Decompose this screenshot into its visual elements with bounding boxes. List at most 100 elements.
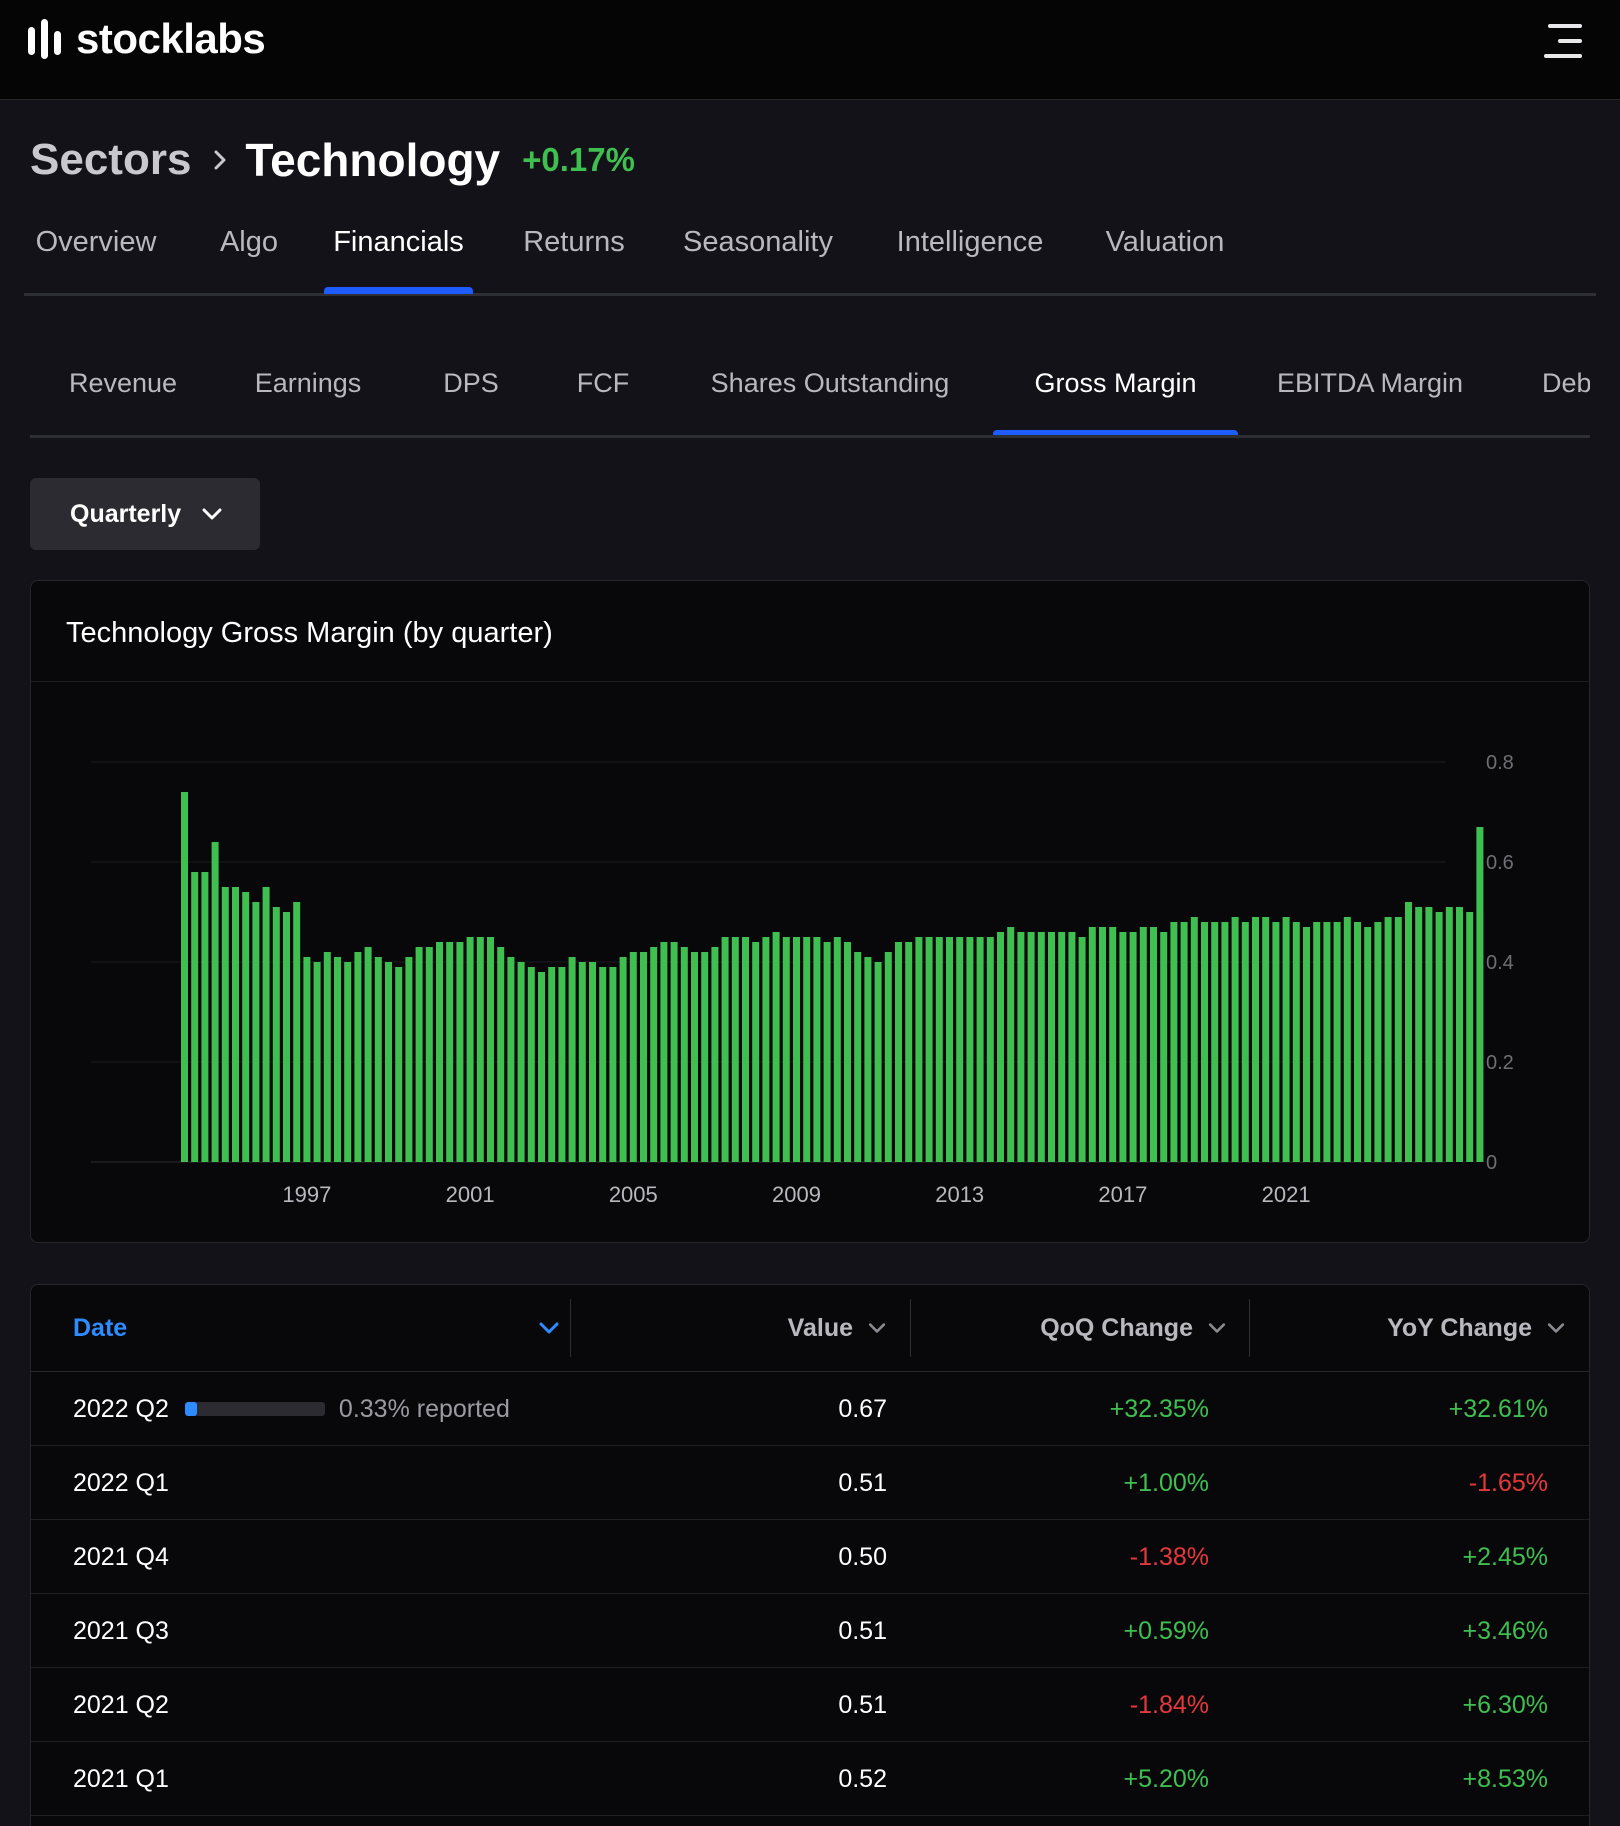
bar[interactable]	[313, 962, 321, 1162]
column-header-yoy-change[interactable]: YoY Change	[1250, 1285, 1589, 1371]
subtab-revenue[interactable]: Revenue	[68, 368, 178, 398]
bar[interactable]	[680, 947, 688, 1162]
tab-seasonality[interactable]: Seasonality	[683, 226, 833, 258]
bar[interactable]	[660, 942, 668, 1162]
bar[interactable]	[446, 942, 454, 1162]
tab-returns[interactable]: Returns	[523, 226, 625, 258]
bar[interactable]	[1027, 932, 1035, 1162]
bar[interactable]	[272, 907, 280, 1162]
bar[interactable]	[1139, 927, 1147, 1162]
tab-intelligence[interactable]: Intelligence	[896, 226, 1044, 258]
bar[interactable]	[619, 957, 627, 1162]
bar[interactable]	[782, 937, 790, 1162]
bar[interactable]	[456, 942, 464, 1162]
subtab-earnings[interactable]: Earnings	[254, 368, 362, 398]
bar[interactable]	[1405, 902, 1412, 1162]
bar[interactable]	[1415, 907, 1423, 1162]
bar[interactable]	[1160, 932, 1168, 1162]
tab-algo[interactable]: Algo	[219, 226, 279, 258]
bar[interactable]	[476, 937, 484, 1162]
bar[interactable]	[721, 937, 729, 1162]
bar[interactable]	[1109, 927, 1117, 1162]
bar[interactable]	[915, 937, 923, 1162]
bar[interactable]	[1190, 917, 1198, 1162]
bar[interactable]	[701, 952, 709, 1162]
bar[interactable]	[181, 792, 188, 1162]
bar[interactable]	[905, 942, 913, 1162]
bar[interactable]	[691, 952, 698, 1162]
bar[interactable]	[640, 952, 647, 1162]
bar[interactable]	[344, 962, 352, 1162]
tab-financials[interactable]: Financials	[333, 226, 464, 258]
bar[interactable]	[1180, 922, 1188, 1162]
bar[interactable]	[221, 887, 229, 1162]
bar[interactable]	[578, 962, 586, 1162]
bar[interactable]	[895, 942, 902, 1162]
bar[interactable]	[1241, 922, 1249, 1162]
bar[interactable]	[609, 967, 617, 1162]
bar[interactable]	[986, 937, 994, 1162]
bar[interactable]	[374, 957, 382, 1162]
bar[interactable]	[1231, 917, 1239, 1162]
bar[interactable]	[1150, 927, 1157, 1162]
bar[interactable]	[548, 967, 556, 1162]
bar[interactable]	[833, 937, 841, 1162]
bar[interactable]	[425, 947, 433, 1162]
bar[interactable]	[232, 887, 239, 1162]
bar[interactable]	[1343, 917, 1351, 1162]
bar[interactable]	[1272, 922, 1280, 1162]
bar[interactable]	[323, 952, 331, 1162]
breadcrumb-sectors-link[interactable]: Sectors	[30, 135, 192, 184]
app-logo[interactable]: stocklabs	[28, 18, 266, 60]
bar[interactable]	[1099, 927, 1106, 1162]
subtab-shares-outstanding[interactable]: Shares Outstanding	[710, 368, 950, 398]
menu-button[interactable]	[1542, 24, 1582, 58]
bar[interactable]	[1303, 927, 1310, 1162]
bar[interactable]	[1262, 917, 1270, 1162]
subtab-ebitda-margin[interactable]: EBITDA Margin	[1276, 368, 1464, 398]
bar[interactable]	[507, 957, 515, 1162]
bar[interactable]	[354, 952, 362, 1162]
bar[interactable]	[293, 902, 301, 1162]
bar[interactable]	[1292, 922, 1300, 1162]
bar[interactable]	[864, 957, 872, 1162]
bar[interactable]	[395, 967, 403, 1162]
bar[interactable]	[1129, 932, 1137, 1162]
subtab-fcf[interactable]: FCF	[576, 368, 630, 398]
bar[interactable]	[1211, 922, 1219, 1162]
bar[interactable]	[191, 872, 199, 1162]
bar[interactable]	[711, 947, 719, 1162]
bar[interactable]	[1425, 907, 1433, 1162]
bar[interactable]	[925, 937, 933, 1162]
bar[interactable]	[884, 952, 892, 1162]
bar[interactable]	[742, 937, 749, 1162]
bar[interactable]	[803, 937, 811, 1162]
bar[interactable]	[772, 932, 780, 1162]
bar[interactable]	[1048, 932, 1055, 1162]
subtab-dps[interactable]: DPS	[443, 368, 499, 398]
bar[interactable]	[1037, 932, 1045, 1162]
bar[interactable]	[813, 937, 821, 1162]
bar[interactable]	[1170, 922, 1178, 1162]
column-header-value[interactable]: Value	[571, 1285, 911, 1371]
bar[interactable]	[1354, 922, 1361, 1162]
bar[interactable]	[1313, 922, 1321, 1162]
bar[interactable]	[364, 947, 372, 1162]
bar[interactable]	[1456, 907, 1463, 1162]
bar[interactable]	[568, 957, 576, 1162]
bar[interactable]	[1068, 932, 1076, 1162]
bar[interactable]	[1058, 932, 1066, 1162]
column-header-qoq-change[interactable]: QoQ Change	[911, 1285, 1251, 1371]
table-row[interactable]: 2021 Q2 0.51 -1.84% +6.30%	[31, 1668, 1589, 1742]
bar[interactable]	[854, 952, 862, 1162]
table-row[interactable]: 2021 Q3 0.51 +0.59% +3.46%	[31, 1594, 1589, 1668]
bar[interactable]	[599, 967, 607, 1162]
bar[interactable]	[670, 942, 678, 1162]
bar[interactable]	[1007, 927, 1015, 1162]
table-row[interactable]: 2022 Q1 0.51 +1.00% -1.65%	[31, 1446, 1589, 1520]
bar[interactable]	[436, 942, 443, 1162]
subtab-gross-margin[interactable]: Gross Margin	[1034, 368, 1197, 398]
bar[interactable]	[497, 947, 505, 1162]
bar[interactable]	[1119, 932, 1127, 1162]
tab-valuation[interactable]: Valuation	[1105, 226, 1225, 258]
